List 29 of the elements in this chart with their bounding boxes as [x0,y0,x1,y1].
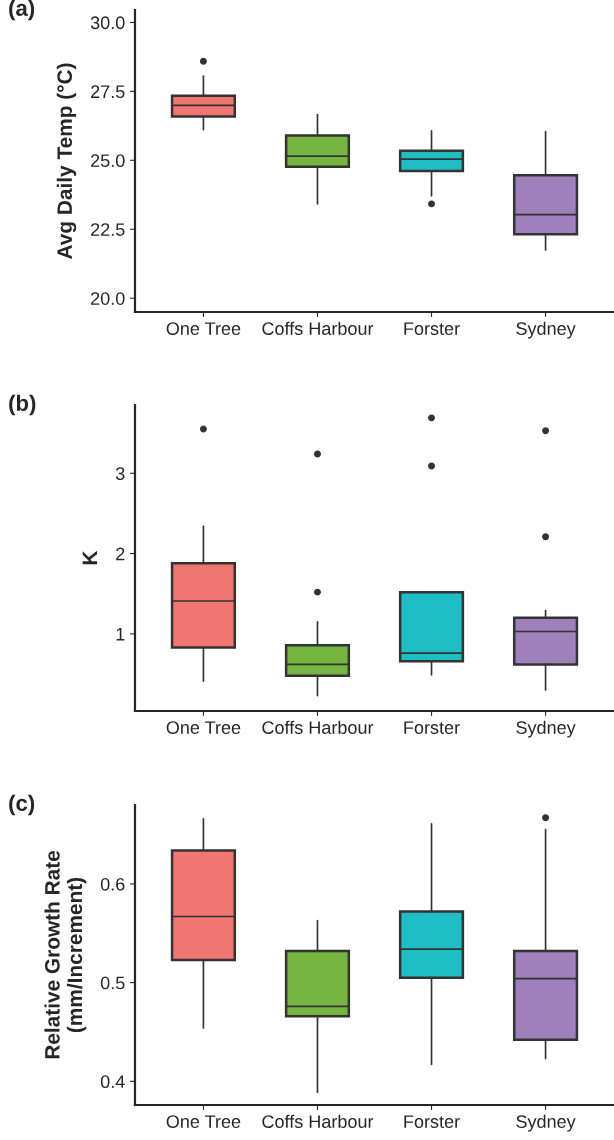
x-tick-label: Sydney [516,1114,576,1132]
x-tick-label: Forster [404,322,460,335]
y-tick-label: 27.5 [91,85,125,99]
x-tick-label: One Tree [166,1115,241,1128]
x-tick-label: Forster [404,721,460,734]
y-axis-title: Avg Daily Temp (°C) [56,63,77,259]
chart-title: (c) [9,794,35,816]
y-tick-label: 0.6 [100,877,125,891]
x-tick-label: Coffs Harbour [262,1114,374,1128]
y-tick-label: 22.5 [91,223,125,236]
x-tick-label: One Tree [166,322,241,335]
y-tick-label: 0.5 [100,976,125,990]
x-tick-label: Sydney [516,720,576,738]
y-tick-label: 0.4 [100,1075,125,1089]
y-tick-label: 2 [116,547,125,561]
x-tick-label: Coffs Harbour [262,720,374,734]
chart-title: (b) [9,394,36,416]
y-axis-title: Relative Growth Rate (mm/Increment) [44,850,87,1059]
x-tick-label: Sydney [516,321,576,339]
y-tick-label: 30.0 [90,16,125,30]
y-axis-title: K [82,550,98,565]
y-tick-label: 25.0 [91,154,125,168]
y-tick-label: 1 [116,628,125,641]
y-tick-label: 3 [115,467,125,480]
x-tick-label: Forster [404,1115,460,1128]
x-tick-label: Coffs Harbour [262,321,374,335]
y-tick-label: 20.0 [91,292,125,305]
x-tick-label: One Tree [166,721,241,734]
chart-title: (a) [9,0,35,21]
